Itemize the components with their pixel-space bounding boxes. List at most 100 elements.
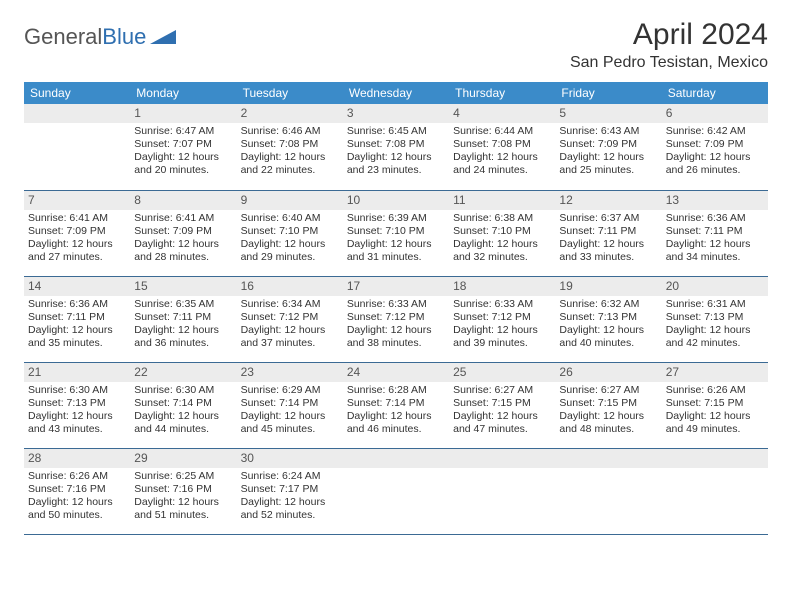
day-details: Sunrise: 6:32 AMSunset: 7:13 PMDaylight:… <box>559 298 657 351</box>
day-number: 19 <box>555 277 661 296</box>
sunrise-line: Sunrise: 6:44 AM <box>453 125 551 138</box>
daylight-line: Daylight: 12 hours and 31 minutes. <box>347 238 445 264</box>
day-details: Sunrise: 6:41 AMSunset: 7:09 PMDaylight:… <box>28 212 126 265</box>
day-details: Sunrise: 6:36 AMSunset: 7:11 PMDaylight:… <box>666 212 764 265</box>
day-number: 14 <box>24 277 130 296</box>
calendar-cell: 24Sunrise: 6:28 AMSunset: 7:14 PMDayligh… <box>343 362 449 448</box>
calendar-cell: 9Sunrise: 6:40 AMSunset: 7:10 PMDaylight… <box>237 190 343 276</box>
calendar-cell <box>449 448 555 534</box>
day-number: 3 <box>343 104 449 123</box>
day-details: Sunrise: 6:27 AMSunset: 7:15 PMDaylight:… <box>453 384 551 437</box>
sunrise-line: Sunrise: 6:27 AM <box>453 384 551 397</box>
sunrise-line: Sunrise: 6:36 AM <box>666 212 764 225</box>
sunset-line: Sunset: 7:08 PM <box>453 138 551 151</box>
sunset-line: Sunset: 7:11 PM <box>666 225 764 238</box>
sunrise-line: Sunrise: 6:43 AM <box>559 125 657 138</box>
day-number: 2 <box>237 104 343 123</box>
sunset-line: Sunset: 7:13 PM <box>28 397 126 410</box>
day-number: 7 <box>24 191 130 210</box>
day-number: 8 <box>130 191 236 210</box>
location: San Pedro Tesistan, Mexico <box>570 54 768 72</box>
logo-text-blue: Blue <box>102 24 146 50</box>
day-details: Sunrise: 6:43 AMSunset: 7:09 PMDaylight:… <box>559 125 657 178</box>
day-details: Sunrise: 6:29 AMSunset: 7:14 PMDaylight:… <box>241 384 339 437</box>
day-details: Sunrise: 6:38 AMSunset: 7:10 PMDaylight:… <box>453 212 551 265</box>
title-block: April 2024 San Pedro Tesistan, Mexico <box>570 18 768 72</box>
day-details: Sunrise: 6:41 AMSunset: 7:09 PMDaylight:… <box>134 212 232 265</box>
calendar-cell: 13 Sunrise: 6:36 AMSunset: 7:11 PMDayligh… <box>662 190 768 276</box>
sunset-line: Sunset: 7:15 PM <box>666 397 764 410</box>
calendar-week: 14 Sunrise: 6:36 AMSunset: 7:11 PM Dayligh… <box>24 276 768 362</box>
calendar-cell: 26Sunrise: 6:27 AMSunset: 7:15 PMDayligh… <box>555 362 661 448</box>
calendar-cell: 5 Sunrise: 6:43 AMSunset: 7:09 PMDaylight… <box>555 104 661 190</box>
daylight-line: Daylight: 12 hours and 50 minutes. <box>28 496 126 522</box>
sunrise-line: Sunrise: 6:26 AM <box>666 384 764 397</box>
daylight-line: Daylight: 12 hours and 42 minutes. <box>666 324 764 350</box>
sunset-line: Sunset: 7:12 PM <box>241 311 339 324</box>
day-number: 5 <box>555 104 661 123</box>
day-details: Sunrise: 6:33 AMSunset: 7:12 PMDaylight:… <box>453 298 551 351</box>
sunset-line: Sunset: 7:17 PM <box>241 483 339 496</box>
daylight-line: Daylight: 12 hours and 33 minutes. <box>559 238 657 264</box>
sunrise-line: Sunrise: 6:36 AM <box>28 298 126 311</box>
daylight-line: Daylight: 12 hours and 28 minutes. <box>134 238 232 264</box>
sunset-line: Sunset: 7:08 PM <box>241 138 339 151</box>
day-details: Sunrise: 6:35 AMSunset: 7:11 PMDaylight:… <box>134 298 232 351</box>
day-details: Sunrise: 6:39 AMSunset: 7:10 PMDaylight:… <box>347 212 445 265</box>
day-number: 15 <box>130 277 236 296</box>
day-details: Sunrise: 6:45 AMSunset: 7:08 PMDaylight:… <box>347 125 445 178</box>
day-number: 17 <box>343 277 449 296</box>
sunset-line: Sunset: 7:11 PM <box>28 311 126 324</box>
sunset-line: Sunset: 7:10 PM <box>453 225 551 238</box>
sunset-line: Sunset: 7:10 PM <box>347 225 445 238</box>
day-number: 16 <box>237 277 343 296</box>
day-number: 20 <box>662 277 768 296</box>
day-number: 6 <box>662 104 768 123</box>
calendar-cell: 19 Sunrise: 6:32 AMSunset: 7:13 PMDayligh… <box>555 276 661 362</box>
day-number: 28 <box>24 449 130 468</box>
day-number: 18 <box>449 277 555 296</box>
weekday-header: Friday <box>555 82 661 104</box>
weekday-header: Saturday <box>662 82 768 104</box>
logo-triangle-icon <box>150 24 176 50</box>
day-number: 4 <box>449 104 555 123</box>
day-number-empty <box>662 449 768 468</box>
sunrise-line: Sunrise: 6:34 AM <box>241 298 339 311</box>
sunrise-line: Sunrise: 6:33 AM <box>453 298 551 311</box>
sunset-line: Sunset: 7:14 PM <box>347 397 445 410</box>
calendar-cell: 29Sunrise: 6:25 AMSunset: 7:16 PMDayligh… <box>130 448 236 534</box>
header: GeneralBlue April 2024 San Pedro Tesista… <box>24 18 768 72</box>
day-details: Sunrise: 6:24 AMSunset: 7:17 PMDaylight:… <box>241 470 339 523</box>
daylight-line: Daylight: 12 hours and 47 minutes. <box>453 410 551 436</box>
sunrise-line: Sunrise: 6:30 AM <box>28 384 126 397</box>
sunrise-line: Sunrise: 6:30 AM <box>134 384 232 397</box>
sunrise-line: Sunrise: 6:47 AM <box>134 125 232 138</box>
sunset-line: Sunset: 7:08 PM <box>347 138 445 151</box>
day-number-empty <box>343 449 449 468</box>
calendar-head: SundayMondayTuesdayWednesdayThursdayFrid… <box>24 82 768 104</box>
calendar-week: 1Sunrise: 6:47 AMSunset: 7:07 PMDaylight… <box>24 104 768 190</box>
day-details: Sunrise: 6:28 AMSunset: 7:14 PMDaylight:… <box>347 384 445 437</box>
daylight-line: Daylight: 12 hours and 38 minutes. <box>347 324 445 350</box>
sunrise-line: Sunrise: 6:32 AM <box>559 298 657 311</box>
sunset-line: Sunset: 7:13 PM <box>559 311 657 324</box>
sunset-line: Sunset: 7:16 PM <box>28 483 126 496</box>
sunrise-line: Sunrise: 6:37 AM <box>559 212 657 225</box>
calendar-cell: 28Sunrise: 6:26 AMSunset: 7:16 PMDayligh… <box>24 448 130 534</box>
calendar-body: 1Sunrise: 6:47 AMSunset: 7:07 PMDaylight… <box>24 104 768 534</box>
daylight-line: Daylight: 12 hours and 52 minutes. <box>241 496 339 522</box>
day-number-empty <box>449 449 555 468</box>
weekday-header: Monday <box>130 82 236 104</box>
calendar-week: 28Sunrise: 6:26 AMSunset: 7:16 PMDayligh… <box>24 448 768 534</box>
day-number: 29 <box>130 449 236 468</box>
day-number: 13 <box>662 191 768 210</box>
daylight-line: Daylight: 12 hours and 36 minutes. <box>134 324 232 350</box>
calendar-cell <box>662 448 768 534</box>
daylight-line: Daylight: 12 hours and 23 minutes. <box>347 151 445 177</box>
sunset-line: Sunset: 7:14 PM <box>134 397 232 410</box>
day-number: 26 <box>555 363 661 382</box>
sunrise-line: Sunrise: 6:38 AM <box>453 212 551 225</box>
calendar-cell: 21Sunrise: 6:30 AMSunset: 7:13 PMDayligh… <box>24 362 130 448</box>
daylight-line: Daylight: 12 hours and 46 minutes. <box>347 410 445 436</box>
calendar-cell: 3 Sunrise: 6:45 AMSunset: 7:08 PMDaylight… <box>343 104 449 190</box>
